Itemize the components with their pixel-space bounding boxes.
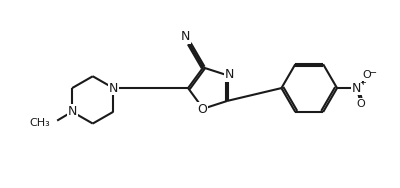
- Text: O: O: [197, 103, 207, 116]
- Text: N: N: [225, 68, 234, 81]
- Text: N: N: [109, 82, 118, 95]
- Text: N: N: [352, 82, 362, 95]
- Text: O: O: [356, 99, 365, 109]
- Text: −: −: [369, 68, 377, 78]
- Text: N: N: [181, 30, 190, 43]
- Text: N: N: [68, 105, 77, 118]
- Text: O: O: [362, 70, 371, 80]
- Text: CH₃: CH₃: [30, 118, 50, 128]
- Text: +: +: [359, 78, 366, 87]
